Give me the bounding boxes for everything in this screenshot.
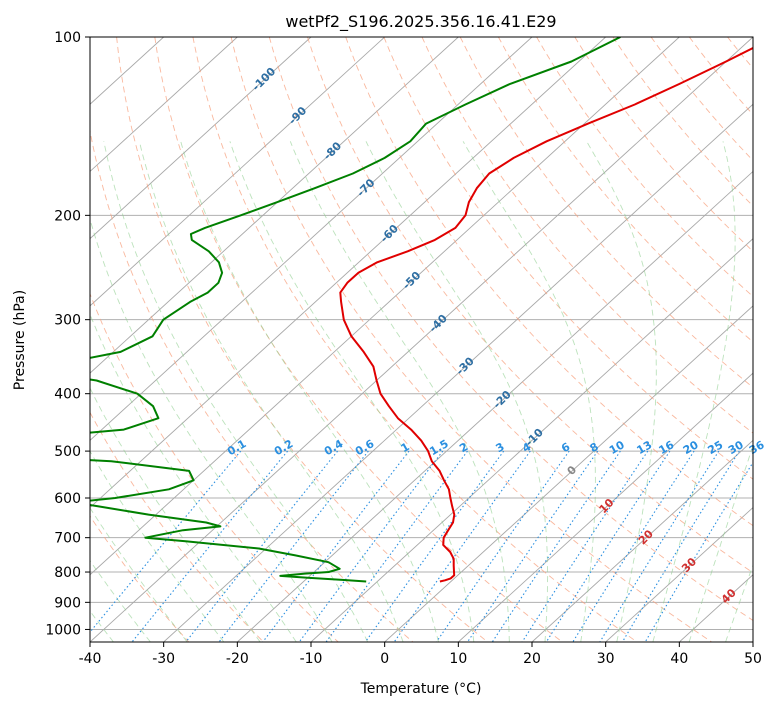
isotherm-line [237, 170, 753, 642]
mixing-ratio-line [364, 450, 505, 642]
y-axis-label: Pressure (hPa) [12, 290, 28, 390]
x-tick-label: -30 [152, 651, 175, 667]
isotherm-line [90, 37, 459, 374]
y-tick-label: 900 [54, 595, 81, 611]
y-tick-label: 500 [54, 444, 81, 460]
isotherm-line [90, 37, 606, 509]
moist-adiabat-line [725, 563, 753, 642]
dry-adiabat-line [154, 37, 563, 642]
moist-adiabat-line [138, 141, 404, 642]
mixing-ratio-line [185, 450, 339, 642]
isotherm-line [384, 305, 753, 642]
x-tick-label: -40 [79, 651, 102, 667]
temperature-line [339, 46, 753, 583]
dry-adiabat-line [383, 37, 753, 480]
x-tick-label: 10 [449, 651, 467, 667]
isotherm-line [90, 37, 385, 307]
x-tick-label: -20 [226, 651, 249, 667]
isotherm-line [90, 37, 238, 173]
dry-adiabat-line [498, 37, 753, 343]
x-tick-label: 30 [597, 651, 615, 667]
isotherm-line [90, 37, 312, 240]
x-tick-label: 0 [380, 651, 389, 667]
mixing-ratio-line [572, 450, 695, 642]
x-tick-label: 20 [523, 651, 541, 667]
isotherm-line [310, 238, 753, 642]
dry-adiabat-line [536, 37, 753, 298]
x-axis-label: Temperature (°C) [360, 681, 482, 697]
y-tick-label: 100 [54, 30, 81, 46]
y-tick-label: 1000 [45, 622, 81, 638]
moist-adiabat-line [688, 444, 753, 642]
moist-adiabat-line [652, 141, 736, 642]
mixing-ratio-line [298, 450, 444, 642]
isotherm-line [752, 641, 753, 642]
y-tick-label: 600 [54, 491, 81, 507]
isotherm-line [90, 37, 753, 642]
background-lines [90, 37, 775, 642]
isotherm-line [90, 37, 533, 441]
axes: -40 -30 -20 -10 0 10 20 30 40 50 100 200 300 400 500 60… [45, 30, 762, 667]
mixing-ratio-line [467, 450, 599, 642]
moist-adiabat-line [90, 559, 151, 642]
mixing-ratio-line [435, 450, 570, 642]
mixing-ratio-line [644, 461, 753, 642]
isotherm-line [163, 103, 753, 642]
dry-adiabat-line [574, 37, 753, 252]
mixing-ratio-line [90, 450, 242, 633]
mixing-ratio-line [621, 450, 740, 642]
plot-frame [89, 36, 754, 643]
dry-adiabat-line [766, 37, 775, 642]
mixing-ratio-line [262, 450, 410, 642]
moist-adiabat-line [90, 506, 188, 642]
moist-adiabat-line [229, 141, 475, 642]
x-tick-label: 40 [670, 651, 688, 667]
dry-adiabat-line [421, 37, 753, 434]
moist-adiabat-line [90, 313, 297, 642]
moist-adiabat-line [586, 141, 657, 642]
moist-adiabat-line [462, 141, 596, 642]
dry-adiabat-line [230, 37, 712, 642]
mixing-ratio-line [218, 450, 369, 642]
dry-adiabat-line [307, 37, 753, 574]
dry-adiabat-line [345, 37, 753, 527]
mixing-ratio-line [131, 450, 289, 642]
y-tick-label: 400 [54, 387, 81, 403]
x-tick-label: 50 [744, 651, 762, 667]
y-tick-label: 300 [54, 313, 81, 329]
chart-title: wetPf2_S196.2025.356.16.41.E29 [285, 12, 556, 32]
isotherm-line [531, 439, 753, 642]
dry-adiabat-line [90, 128, 414, 642]
isotherm-line [605, 506, 753, 642]
moist-adiabat-line [365, 141, 549, 642]
y-tick-label: 200 [54, 208, 81, 224]
x-tick-label: -10 [300, 651, 323, 667]
mixing-ratio-line [599, 450, 720, 642]
dry-adiabat-line [268, 37, 753, 621]
y-tick-label: 700 [54, 531, 81, 547]
dry-adiabat-line [116, 37, 488, 642]
dewpoint-line [90, 37, 621, 583]
dry-adiabat-line [90, 292, 339, 642]
dry-adiabat-line [192, 37, 638, 642]
moist-adiabat-line [289, 141, 510, 642]
moist-adiabat-line [180, 141, 439, 642]
dry-adiabat-line [90, 515, 190, 642]
sounding-profiles [90, 37, 753, 583]
isotherm-line [90, 37, 680, 576]
moist-adiabat-line [90, 217, 333, 642]
y-tick-label: 800 [54, 565, 81, 581]
isotherm-line [458, 372, 753, 642]
